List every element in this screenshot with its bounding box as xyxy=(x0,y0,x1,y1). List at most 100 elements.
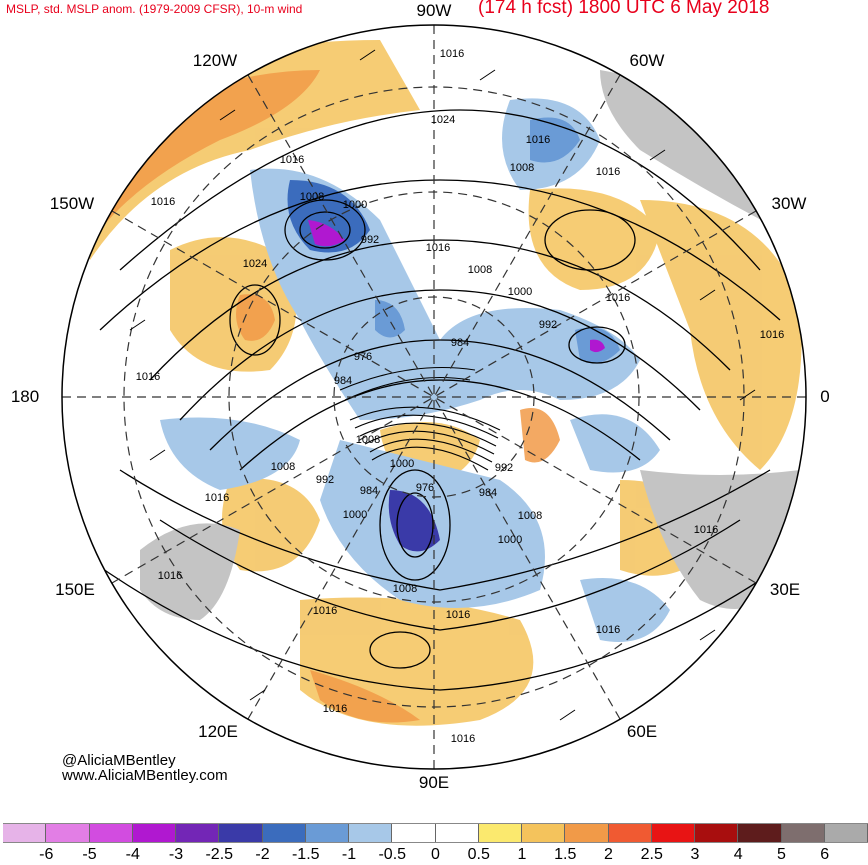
colorbar-swatch xyxy=(695,824,739,842)
colorbar-tick-label: 4 xyxy=(733,846,743,863)
colorbar-tick-label: 2.5 xyxy=(640,846,663,863)
colorbar-tick-label: 1 xyxy=(517,846,527,863)
author-website[interactable]: www.AliciaMBentley.com xyxy=(62,767,228,784)
isobar-label: 1016 xyxy=(450,733,476,745)
isobar-label: 1016 xyxy=(279,154,305,166)
lon-label-60e: 60E xyxy=(626,722,658,741)
lon-label-180: 180 xyxy=(10,387,40,406)
lon-label-30e: 30E xyxy=(769,580,801,599)
isobar-label: 984 xyxy=(450,337,470,349)
colorbar-tick-label: -2.5 xyxy=(205,846,234,863)
colorbar-swatch xyxy=(565,824,609,842)
isobar-label: 1008 xyxy=(392,583,418,595)
isobar-label: 1016 xyxy=(759,329,785,341)
colorbar-swatch xyxy=(824,824,868,842)
colorbar-tick-label: -2 xyxy=(255,846,270,863)
colorbar-tick-label: 1.5 xyxy=(554,846,577,863)
colorbar-swatch xyxy=(522,824,566,842)
colorbar-swatch xyxy=(3,824,47,842)
isobar-label: 1016 xyxy=(425,242,451,254)
lon-label-120w: 120W xyxy=(192,51,238,70)
colorbar-tick-label: -6 xyxy=(39,846,54,863)
lon-label-30w: 30W xyxy=(771,194,807,213)
isobar-label: 1016 xyxy=(157,570,183,582)
colorbar-swatch xyxy=(738,824,782,842)
colorbar-swatch xyxy=(349,824,393,842)
forecast-time-title: (174 h fcst) 1800 UTC 6 May 2018 xyxy=(478,0,770,18)
isobar-label: 1016 xyxy=(445,609,471,621)
isobar-label: 1008 xyxy=(509,162,535,174)
colorbar-tick-label: -1.5 xyxy=(291,846,320,863)
isobar-label: 1008 xyxy=(270,461,296,473)
isobar-lines xyxy=(89,109,791,691)
isobar-label: 1016 xyxy=(204,492,230,504)
colorbar-swatch xyxy=(176,824,220,842)
isobar-label: 1000 xyxy=(342,509,368,521)
isobar-label: 976 xyxy=(415,482,435,494)
isobar-label: 1000 xyxy=(342,199,368,211)
colorbar-tick-label: 3 xyxy=(690,846,700,863)
colorbar-swatch xyxy=(89,824,133,842)
isobar-label: 992 xyxy=(494,462,514,474)
graticule xyxy=(62,25,806,769)
isobar-label: 1016 xyxy=(439,48,465,60)
colorbar-tick-label: 6 xyxy=(820,846,830,863)
isobar-label: 1008 xyxy=(355,434,381,446)
isobar-label: 1024 xyxy=(242,258,268,270)
colorbar-tick-label: 2 xyxy=(604,846,613,863)
isobar-label: 984 xyxy=(478,487,498,499)
map-border xyxy=(61,24,807,770)
colorbar-swatch xyxy=(608,824,652,842)
colorbar-swatch xyxy=(132,824,176,842)
colorbar-swatch xyxy=(651,824,695,842)
isobar-label: 1024 xyxy=(430,114,456,126)
chart-title: MSLP, std. MSLP anom. (1979-2009 CFSR), … xyxy=(6,2,303,16)
isobar-label: 1016 xyxy=(322,703,348,715)
colorbar xyxy=(3,823,868,843)
lon-label-90w: 90W xyxy=(416,1,452,20)
lon-label-150w: 150W xyxy=(49,194,95,213)
isobar-label: 1000 xyxy=(497,534,523,546)
isobar-label: 992 xyxy=(315,474,335,486)
isobar-label: 1016 xyxy=(135,371,161,383)
colorbar-swatch xyxy=(262,824,306,842)
colorbar-swatch xyxy=(478,824,522,842)
isobar-label: 1016 xyxy=(150,196,176,208)
isobar-label: 1016 xyxy=(525,134,551,146)
colorbar-tick-labels: -6 -5 -4 -3 -2.5 -2 -1.5 -1 -0.5 0 0.5 1 1.5 2 2.5 3 4 5 6 xyxy=(0,846,868,864)
isobar-label: 1016 xyxy=(693,524,719,536)
isobar-label: 1016 xyxy=(312,605,338,617)
colorbar-tick-label: 0 xyxy=(431,846,440,863)
isobar-label: 984 xyxy=(359,485,379,497)
colorbar-swatch xyxy=(392,824,436,842)
wind-barbs xyxy=(129,49,756,721)
lon-label-90e: 90E xyxy=(418,773,450,792)
isobar-label: 1008 xyxy=(299,191,325,203)
colorbar-swatch xyxy=(781,824,825,842)
lon-label-60w: 60W xyxy=(629,51,665,70)
colorbar-tick-label: -3 xyxy=(168,846,184,863)
isobar-label: 984 xyxy=(333,375,353,387)
isobar-label: 976 xyxy=(353,351,373,363)
colorbar-tick-label: 0.5 xyxy=(467,846,490,863)
colorbar-swatch xyxy=(305,824,349,842)
isobar-label: 1000 xyxy=(389,458,415,470)
isobar-label: 1008 xyxy=(467,264,493,276)
colorbar-swatch xyxy=(46,824,90,842)
colorbar-tick-label: -0.5 xyxy=(378,846,407,863)
lon-label-150e: 150E xyxy=(55,580,95,599)
lon-label-0: 0 xyxy=(820,387,830,406)
lon-label-120e: 120E xyxy=(198,722,238,741)
colorbar-swatch xyxy=(219,824,263,842)
author-handle: @AliciaMBentley xyxy=(62,752,176,769)
colorbar-tick-label: -5 xyxy=(82,846,97,863)
strong-positive-anomaly-shading xyxy=(80,70,560,723)
isobar-label: 992 xyxy=(538,319,558,331)
colorbar-swatch xyxy=(435,824,479,842)
colorbar-tick-label: 5 xyxy=(777,846,786,863)
isobar-label: 1016 xyxy=(605,292,631,304)
colorbar-tick-label: -4 xyxy=(125,846,140,863)
isobar-label: 1016 xyxy=(595,624,621,636)
isobar-label: 1016 xyxy=(595,166,621,178)
